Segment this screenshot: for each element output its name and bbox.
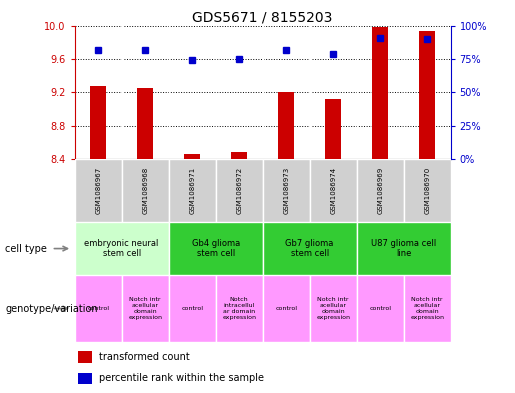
Bar bbox=[216, 275, 263, 342]
Bar bbox=[168, 222, 263, 275]
Text: Gb4 glioma
stem cell: Gb4 glioma stem cell bbox=[192, 239, 240, 258]
Text: Notch
intracellul
ar domain
expression: Notch intracellul ar domain expression bbox=[222, 298, 256, 320]
Text: control: control bbox=[275, 306, 297, 311]
Bar bbox=[404, 275, 451, 342]
Text: genotype/variation: genotype/variation bbox=[5, 303, 98, 314]
Text: cell type: cell type bbox=[5, 244, 47, 253]
Text: Gb7 glioma
stem cell: Gb7 glioma stem cell bbox=[285, 239, 334, 258]
Text: GSM1086969: GSM1086969 bbox=[377, 167, 383, 214]
Bar bbox=[356, 159, 404, 222]
Bar bbox=[404, 159, 451, 222]
Text: Notch intr
acellular
domain
expression: Notch intr acellular domain expression bbox=[316, 298, 350, 320]
Title: GDS5671 / 8155203: GDS5671 / 8155203 bbox=[193, 10, 333, 24]
Text: control: control bbox=[181, 306, 203, 311]
Bar bbox=[78, 373, 92, 384]
Text: GSM1086968: GSM1086968 bbox=[142, 167, 148, 214]
Bar bbox=[419, 31, 435, 159]
Bar bbox=[310, 275, 356, 342]
Text: transformed count: transformed count bbox=[99, 352, 190, 362]
Bar bbox=[122, 275, 168, 342]
Bar bbox=[168, 159, 216, 222]
Bar bbox=[325, 99, 341, 159]
Text: GSM1086967: GSM1086967 bbox=[95, 167, 101, 214]
Text: control: control bbox=[87, 306, 109, 311]
Bar bbox=[278, 92, 295, 159]
Text: Notch intr
acellular
domain
expression: Notch intr acellular domain expression bbox=[410, 298, 444, 320]
Bar bbox=[122, 159, 168, 222]
Bar bbox=[263, 222, 356, 275]
Bar bbox=[75, 275, 122, 342]
Bar bbox=[263, 275, 310, 342]
Text: GSM1086974: GSM1086974 bbox=[330, 167, 336, 214]
Text: embryonic neural
stem cell: embryonic neural stem cell bbox=[84, 239, 159, 258]
Bar bbox=[78, 351, 92, 363]
Bar bbox=[137, 88, 153, 159]
Bar bbox=[372, 27, 388, 159]
Bar bbox=[184, 154, 200, 159]
Text: GSM1086972: GSM1086972 bbox=[236, 167, 242, 214]
Bar bbox=[75, 159, 122, 222]
Bar bbox=[310, 159, 356, 222]
Bar bbox=[356, 275, 404, 342]
Text: GSM1086970: GSM1086970 bbox=[424, 167, 430, 214]
Bar bbox=[168, 275, 216, 342]
Bar bbox=[263, 159, 310, 222]
Text: U87 glioma cell
line: U87 glioma cell line bbox=[371, 239, 436, 258]
Bar bbox=[216, 159, 263, 222]
Text: GSM1086973: GSM1086973 bbox=[283, 167, 289, 214]
Text: GSM1086971: GSM1086971 bbox=[189, 167, 195, 214]
Text: percentile rank within the sample: percentile rank within the sample bbox=[99, 373, 264, 383]
Bar bbox=[75, 222, 168, 275]
Text: control: control bbox=[369, 306, 391, 311]
Bar bbox=[356, 222, 451, 275]
Bar bbox=[90, 86, 107, 159]
Text: Notch intr
acellular
domain
expression: Notch intr acellular domain expression bbox=[128, 298, 162, 320]
Bar bbox=[231, 152, 247, 159]
